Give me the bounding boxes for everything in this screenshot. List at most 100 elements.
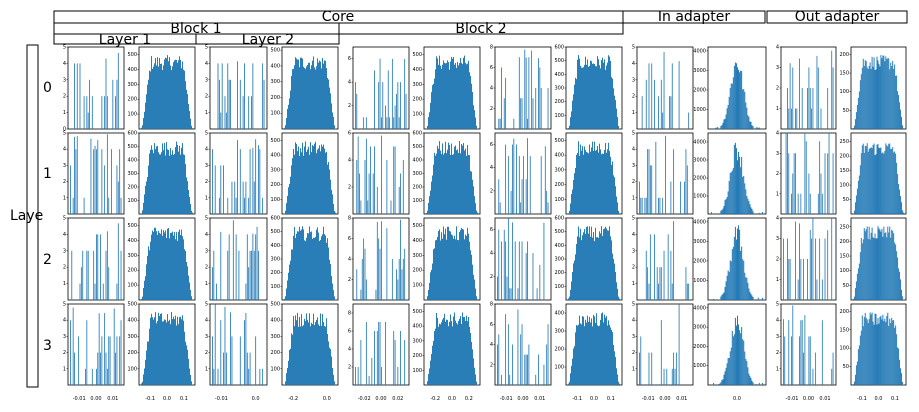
- histogram-bar: [528, 344, 530, 385]
- histogram-bar: [527, 354, 528, 386]
- histogram-bar: [588, 321, 589, 385]
- histogram-bar: [737, 315, 738, 385]
- histogram-bar: [438, 148, 439, 214]
- histogram-bar: [248, 368, 250, 385]
- y-tick-label: 3: [632, 77, 635, 83]
- histogram-bar: [859, 335, 861, 385]
- histogram-bar: [448, 326, 449, 385]
- histogram-bar: [514, 241, 516, 300]
- histogram-bar: [501, 374, 502, 386]
- histogram-bar: [461, 62, 462, 129]
- y-tick-label: 2: [776, 86, 779, 92]
- histogram-bar: [872, 321, 874, 385]
- histogram-bar: [453, 57, 454, 129]
- histogram-bar: [474, 279, 475, 300]
- histogram-bar: [443, 226, 444, 300]
- histogram-bar: [732, 336, 734, 385]
- histogram-bar: [862, 239, 864, 300]
- histogram-bar: [461, 323, 462, 385]
- histogram-bar: [108, 267, 110, 300]
- histogram-bar: [385, 322, 386, 385]
- histogram-bar: [238, 250, 240, 300]
- histogram-bar: [290, 260, 291, 300]
- histogram-bar: [117, 223, 119, 300]
- histogram-bar: [74, 352, 75, 385]
- histogram-bar: [861, 243, 863, 300]
- histogram-bar: [799, 58, 800, 129]
- histogram-bar: [111, 149, 112, 214]
- histogram-bar: [255, 139, 257, 214]
- y-tick-label: 2: [632, 94, 635, 100]
- histogram-bar: [441, 154, 442, 214]
- histogram-bar: [286, 288, 287, 300]
- y-tick-label: 6: [490, 65, 493, 71]
- histogram-bar: [583, 67, 584, 129]
- histogram-bar: [535, 88, 537, 129]
- histogram-bar: [101, 336, 103, 385]
- histogram-bar: [291, 333, 292, 385]
- histogram-bar: [334, 296, 335, 300]
- x-tick-label: 0.0: [163, 396, 171, 402]
- histogram-bar: [465, 62, 466, 130]
- histogram-bar: [456, 322, 457, 385]
- histogram-bar: [648, 149, 650, 214]
- histogram-bar: [611, 240, 612, 300]
- y-tick-label: 5: [205, 45, 208, 51]
- x-tick-label: -0.01: [786, 396, 799, 402]
- histogram-bar: [660, 320, 662, 385]
- histogram-bar: [181, 229, 182, 300]
- y-tick-label: 500: [412, 309, 422, 315]
- histogram-bar: [789, 63, 791, 130]
- histogram-bar: [93, 149, 95, 214]
- histogram-bar: [889, 318, 891, 385]
- histogram-bar: [316, 229, 317, 300]
- histogram-bar: [191, 296, 192, 300]
- histogram-bar: [863, 65, 865, 129]
- histogram-bar: [472, 179, 473, 214]
- histogram-bar: [819, 238, 821, 300]
- histogram-bar: [213, 250, 215, 300]
- histogram-bar: [831, 50, 833, 129]
- histogram-bar: [182, 236, 183, 300]
- histogram-bar: [725, 114, 727, 129]
- histogram-bar: [651, 165, 653, 214]
- histogram-bar: [315, 236, 316, 300]
- histogram-bar: [142, 381, 143, 385]
- histogram-bar: [821, 193, 823, 214]
- histogram-bar: [435, 328, 436, 385]
- y-tick-label: 500: [270, 229, 280, 235]
- histogram-bar: [169, 319, 170, 385]
- y-tick-label: 100: [270, 366, 280, 372]
- histogram-bar: [801, 88, 803, 129]
- histogram-bar: [446, 239, 447, 300]
- histogram-bar: [885, 322, 887, 385]
- histogram-bar: [580, 228, 581, 300]
- histogram-bar: [605, 70, 606, 129]
- histogram-bar: [442, 238, 443, 300]
- histogram-bar: [718, 299, 720, 300]
- histogram-bar: [737, 228, 738, 300]
- histogram-bar: [513, 118, 515, 129]
- histogram-bar: [498, 334, 500, 386]
- histogram-bar: [454, 235, 455, 300]
- histogram-bar: [731, 249, 733, 300]
- y-tick-label: 300: [412, 253, 422, 259]
- histogram-bar: [607, 149, 608, 214]
- histogram-bar: [364, 248, 366, 300]
- histogram-bar: [295, 315, 296, 385]
- histogram-bar: [729, 260, 731, 300]
- histogram-bar: [671, 283, 673, 300]
- histogram-bar: [285, 125, 286, 129]
- histogram-bar: [857, 97, 859, 129]
- histogram-bar: [259, 149, 261, 214]
- histogram-bar: [874, 155, 876, 214]
- histogram-bar: [175, 239, 176, 300]
- histogram-bar: [734, 142, 736, 214]
- histogram-bar: [575, 167, 576, 214]
- histogram-bar: [723, 205, 725, 214]
- y-tick-label: 3: [63, 248, 66, 254]
- histogram-bar: [525, 57, 527, 130]
- histogram-bar: [607, 62, 608, 129]
- histogram-bar: [357, 367, 359, 385]
- histogram-bar: [858, 263, 860, 300]
